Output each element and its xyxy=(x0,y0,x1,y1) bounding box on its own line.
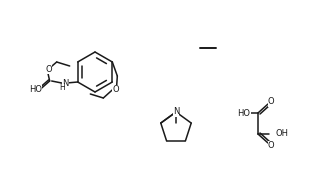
Text: O: O xyxy=(112,85,119,94)
Text: OH: OH xyxy=(276,129,289,138)
Text: O: O xyxy=(268,98,274,106)
Text: O: O xyxy=(45,64,52,73)
Text: N: N xyxy=(173,108,179,117)
Text: H: H xyxy=(59,83,64,92)
Text: HO: HO xyxy=(238,108,250,117)
Text: N: N xyxy=(63,79,69,87)
Text: HO: HO xyxy=(29,85,42,94)
Text: O: O xyxy=(268,140,274,150)
